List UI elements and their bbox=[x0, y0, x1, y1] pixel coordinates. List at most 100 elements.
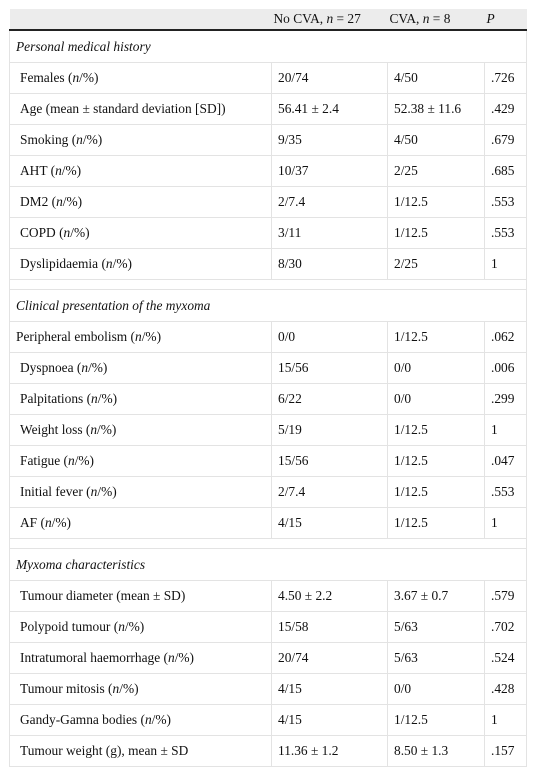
row-label-italic: n bbox=[118, 619, 125, 634]
row-label-text: Smoking ( bbox=[20, 132, 77, 147]
row-label-text: Palpitations ( bbox=[20, 391, 92, 406]
row-label-end: /%) bbox=[70, 225, 90, 240]
value-no-cva: 2/7.4 bbox=[271, 186, 388, 218]
row-label-text: Tumour mitosis ( bbox=[20, 681, 113, 696]
p-value: .299 bbox=[484, 383, 527, 415]
row-label: Palpitations (n/%) bbox=[9, 383, 272, 415]
section-title: Myxoma characteristics bbox=[9, 548, 527, 581]
spacer-cell bbox=[9, 279, 527, 290]
row-label-end: /%) bbox=[112, 256, 132, 271]
value-cva: 0/0 bbox=[387, 383, 485, 415]
section-header-row: Myxoma characteristics bbox=[9, 548, 527, 581]
p-value: .553 bbox=[484, 217, 527, 249]
value-no-cva: 15/58 bbox=[271, 611, 388, 643]
table-body: Personal medical history Females (n/%) 20/… bbox=[9, 30, 527, 767]
row-label: Tumour mitosis (n/%) bbox=[9, 673, 272, 705]
p-value: .047 bbox=[484, 445, 527, 477]
row-label-italic: n bbox=[76, 132, 83, 147]
value-cva: 2/25 bbox=[387, 248, 485, 280]
p-value: .685 bbox=[484, 155, 527, 187]
row-label-italic: n bbox=[44, 515, 52, 530]
table-row: Peripheral embolism (n/%) 0/0 1/12.5.062 bbox=[9, 321, 527, 353]
row-label-end: /%) bbox=[151, 712, 171, 727]
table-row: Polypoid tumour (n/%) 15/58 5/63.702 bbox=[9, 611, 527, 643]
value-cva: 1/12.5 bbox=[387, 414, 485, 446]
row-label: Peripheral embolism (n/%) bbox=[9, 321, 272, 353]
row-label-end: /%) bbox=[119, 681, 139, 696]
value-no-cva: 56.41 ± 2.4 bbox=[271, 93, 388, 125]
value-no-cva: 15/56 bbox=[271, 352, 388, 384]
table-row: Age (mean ± standard deviation [SD]) 56.4… bbox=[9, 93, 527, 125]
row-label-italic: n bbox=[144, 712, 152, 727]
row-label: Weight loss (n/%) bbox=[9, 414, 272, 446]
row-label: Dyslipidaemia (n/%) bbox=[9, 248, 272, 280]
table-row: Dyspnoea (n/%) 15/56 0/0.006 bbox=[9, 352, 527, 384]
row-label-text: Initial fever ( bbox=[20, 484, 91, 499]
row-label-text: Tumour weight (g), mean ± SD bbox=[20, 743, 189, 758]
p-value: .006 bbox=[484, 352, 527, 384]
row-label-italic: n bbox=[63, 225, 71, 240]
row-label: DM2 (n/%) bbox=[9, 186, 272, 218]
row-label: Intratumoral haemorrhage (n/%) bbox=[9, 642, 272, 674]
p-value: .157 bbox=[484, 735, 527, 767]
row-label-italic: n bbox=[167, 650, 175, 665]
p-value: 1 bbox=[484, 704, 527, 736]
row-label-text: AHT ( bbox=[20, 163, 56, 178]
table-row: Intratumoral haemorrhage (n/%) 20/74 5/63.… bbox=[9, 642, 527, 674]
table-row: Initial fever (n/%) 2/7.4 1/12.5.553 bbox=[9, 476, 527, 508]
value-no-cva: 3/11 bbox=[271, 217, 388, 249]
row-label-italic: n bbox=[112, 681, 120, 696]
row-label-italic: n bbox=[81, 360, 89, 375]
row-label-italic: n bbox=[90, 422, 98, 437]
row-label-text: Polypoid tumour ( bbox=[20, 619, 119, 634]
p-value: .579 bbox=[484, 580, 527, 612]
row-label-text: DM2 ( bbox=[20, 194, 57, 209]
value-no-cva: 15/56 bbox=[271, 445, 388, 477]
section-spacer bbox=[9, 279, 527, 290]
table-container: No CVA, n = 27 CVA, n = 8 P Personal med… bbox=[9, 9, 527, 767]
table-row: Palpitations (n/%) 6/22 0/0.299 bbox=[9, 383, 527, 415]
p-value: .553 bbox=[484, 186, 527, 218]
value-cva: 5/63 bbox=[387, 642, 485, 674]
row-label-italic: n bbox=[90, 484, 98, 499]
value-no-cva: 9/35 bbox=[271, 124, 388, 156]
row-label-end: /%) bbox=[124, 619, 145, 634]
value-no-cva: 20/74 bbox=[271, 62, 388, 94]
row-label-italic: n bbox=[91, 391, 98, 406]
section-spacer bbox=[9, 538, 527, 549]
row-label: AF (n/%) bbox=[9, 507, 272, 539]
value-cva: 0/0 bbox=[387, 673, 485, 705]
value-cva: 1/12.5 bbox=[387, 445, 485, 477]
value-cva: 8.50 ± 1.3 bbox=[387, 735, 485, 767]
value-no-cva: 2/7.4 bbox=[271, 476, 388, 508]
row-label-text: AF ( bbox=[20, 515, 45, 530]
row-label-text: Dyslipidaemia ( bbox=[20, 256, 106, 271]
row-label-text: Intratumoral haemorrhage ( bbox=[20, 650, 168, 665]
value-cva: 1/12.5 bbox=[387, 217, 485, 249]
table-row: Tumour diameter (mean ± SD) 4.50 ± 2.2 3.6… bbox=[9, 580, 527, 612]
header-p-value: P bbox=[484, 9, 527, 31]
value-cva: 1/12.5 bbox=[387, 507, 485, 539]
section-title: Personal medical history bbox=[9, 30, 527, 63]
row-label: Smoking (n/%) bbox=[9, 124, 272, 156]
value-no-cva: 4/15 bbox=[271, 673, 388, 705]
section-header-row: Clinical presentation of the myxoma bbox=[9, 289, 527, 322]
header-label-col bbox=[9, 9, 272, 31]
table-row: Weight loss (n/%) 5/19 1/12.5 1 bbox=[9, 414, 527, 446]
row-label-italic: n bbox=[105, 256, 113, 271]
row-label-end: /%) bbox=[174, 650, 195, 665]
row-label-text: Gandy-Gamna bodies ( bbox=[20, 712, 145, 727]
p-value: .726 bbox=[484, 62, 527, 94]
row-label-italic: n bbox=[135, 329, 142, 344]
table-row: COPD (n/%) 3/11 1/12.5.553 bbox=[9, 217, 527, 249]
value-cva: 5/63 bbox=[387, 611, 485, 643]
spacer-cell bbox=[9, 538, 527, 549]
header-no-cva: No CVA, n = 27 bbox=[271, 9, 388, 31]
value-no-cva: 0/0 bbox=[271, 321, 388, 353]
table-row: DM2 (n/%) 2/7.4 1/12.5.553 bbox=[9, 186, 527, 218]
row-label-text: Peripheral embolism ( bbox=[16, 329, 135, 344]
header-cva: CVA, n = 8 bbox=[387, 9, 485, 31]
value-cva: 1/12.5 bbox=[387, 186, 485, 218]
row-label-end: /%) bbox=[97, 422, 117, 437]
value-cva: 1/12.5 bbox=[387, 704, 485, 736]
